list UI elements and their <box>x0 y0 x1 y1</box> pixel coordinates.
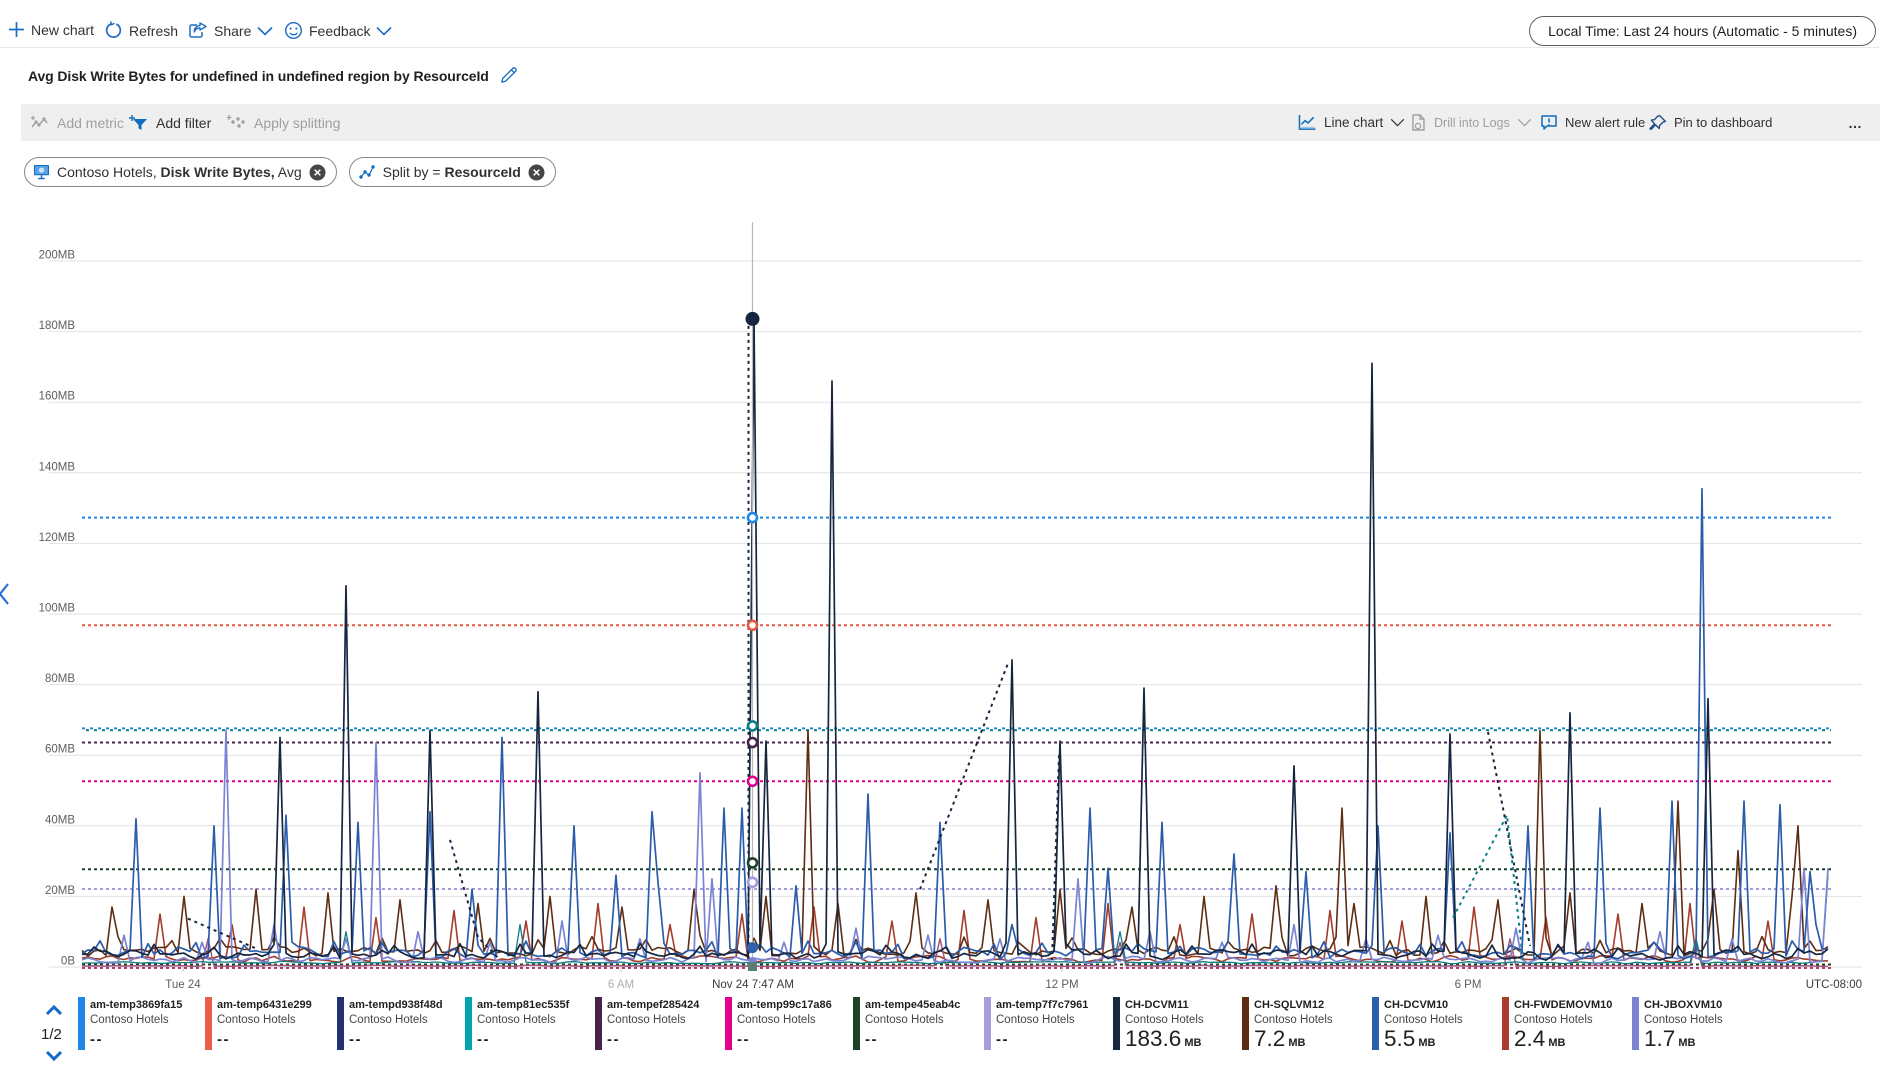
svg-text:120MB: 120MB <box>39 532 76 544</box>
svg-text:40MB: 40MB <box>45 814 75 826</box>
svg-text:12 PM: 12 PM <box>1045 979 1078 991</box>
svg-text:1/2: 1/2 <box>41 1026 62 1043</box>
svg-text:200MB: 200MB <box>39 250 76 262</box>
svg-text:140MB: 140MB <box>39 461 76 473</box>
svg-text:160MB: 160MB <box>39 391 76 403</box>
svg-text:UTC-08:00: UTC-08:00 <box>1806 979 1862 991</box>
svg-text:20MB: 20MB <box>45 885 75 897</box>
svg-text:180MB: 180MB <box>39 320 76 332</box>
svg-text:100MB: 100MB <box>39 603 76 615</box>
svg-text:Tue 24: Tue 24 <box>165 979 201 991</box>
svg-text:60MB: 60MB <box>45 744 75 756</box>
svg-text:6 AM: 6 AM <box>608 979 634 991</box>
svg-text:6 PM: 6 PM <box>1455 979 1482 991</box>
svg-text:80MB: 80MB <box>45 673 75 685</box>
svg-text:0B: 0B <box>61 956 75 968</box>
svg-text:Nov 24 7:47 AM: Nov 24 7:47 AM <box>712 979 794 991</box>
